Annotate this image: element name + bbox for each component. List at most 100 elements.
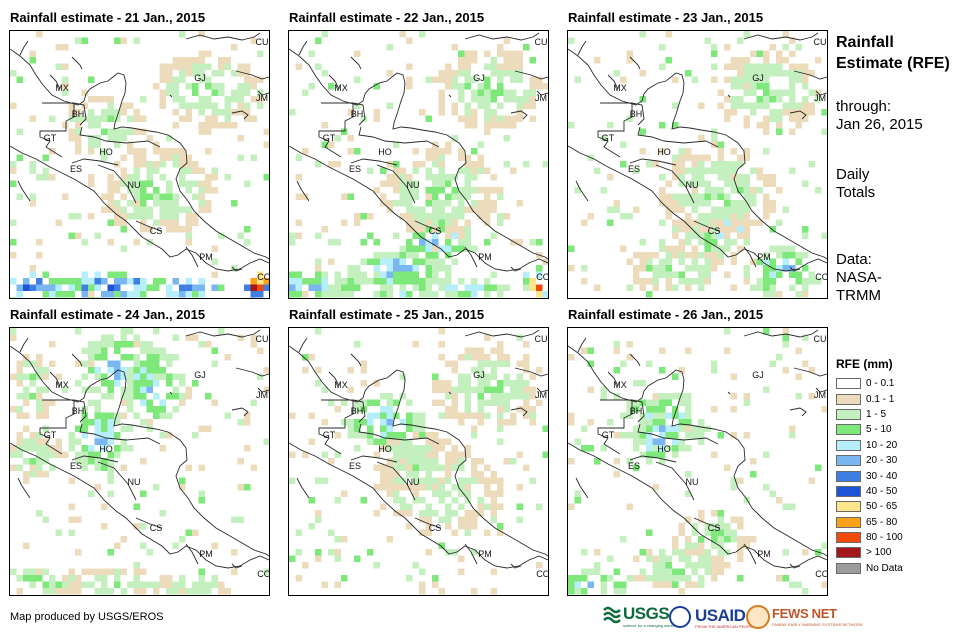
rain-cell [393,497,400,504]
rain-cell [730,83,737,90]
rain-cell [334,581,341,588]
rain-cell [295,174,302,181]
rain-cell [484,490,491,497]
rain-cell [484,278,491,285]
rain-cell [133,380,140,387]
rain-cell [484,284,491,291]
rain-cell [185,239,192,246]
rain-cell [497,477,504,484]
rain-cell [16,588,23,595]
rain-cell [81,284,88,291]
rain-cell [120,328,127,335]
rain-cell [94,115,101,122]
border-line [135,220,163,232]
rain-cell [412,425,419,432]
rain-cell [250,284,257,291]
rain-cell [691,187,698,194]
rain-cell [16,154,23,161]
rain-cell [464,497,471,504]
rain-cell [516,102,523,109]
rain-cell [756,174,763,181]
border-line [607,74,619,90]
rain-cell [665,425,672,432]
rain-cell [432,477,439,484]
rain-cell [16,438,23,445]
rain-cell [678,523,685,530]
rain-cell [107,412,114,419]
rain-cell [179,588,186,595]
rain-cell [574,575,581,582]
rain-cell [88,284,95,291]
rain-cell [185,187,192,194]
rain-cell [471,89,478,96]
rain-cell [120,193,127,200]
rain-cell [133,278,140,285]
rain-cell [42,445,49,452]
rain-cell [386,393,393,400]
border-line [350,455,398,463]
rain-cell [802,284,809,291]
rain-cell [620,141,627,148]
rain-cell [432,206,439,213]
rain-cell [652,438,659,445]
rain-cell [406,510,413,517]
rain-cell [484,291,491,298]
rain-cell [698,425,705,432]
rain-cell [354,341,361,348]
rain-cell [510,70,517,77]
rain-cell [425,148,432,155]
rain-cell [464,373,471,380]
legend-item: 0 - 0.1 [836,376,903,391]
rain-cell [367,399,374,406]
rain-cell [412,206,419,213]
rain-cell [179,206,186,213]
rain-cell [55,438,62,445]
rain-cell [685,555,692,562]
country-label-mx: MX [55,380,69,390]
rain-cell [451,360,458,367]
rain-cell [198,122,205,129]
border-line [631,399,645,423]
rain-cell [101,393,108,400]
rain-cell [808,161,815,168]
rain-cell [743,265,750,272]
rain-cell [127,180,134,187]
rain-cell [386,471,393,478]
rain-cell [652,555,659,562]
border-line [597,102,633,158]
rain-cell [484,360,491,367]
rain-cell [133,412,140,419]
rain-cell [523,367,530,374]
rain-cell [685,226,692,233]
rain-cell [789,70,796,77]
rain-cell [23,360,30,367]
rain-cell [120,536,127,543]
rain-cell [308,354,315,361]
border-line [298,40,308,56]
rain-cell [23,575,30,582]
rain-cell [639,239,646,246]
rain-cell [140,161,147,168]
rain-cell [639,412,646,419]
rain-cell [23,278,30,285]
rain-cell [68,284,75,291]
rain-cell [743,174,750,181]
rain-cell [698,135,705,142]
rain-cell [445,393,452,400]
rain-cell [789,245,796,252]
rain-cell [717,167,724,174]
country-borders [289,329,548,569]
rain-cell [802,278,809,285]
country-label-pm: PM [757,252,771,262]
rain-cell [386,297,393,298]
rain-cell [328,239,335,246]
country-label-es: ES [349,164,361,174]
country-label-pm: PM [199,549,213,559]
border-line [655,164,695,204]
rain-cell [445,271,452,278]
rain-cell [769,89,776,96]
rain-cell [477,510,484,517]
rain-cell [523,284,530,291]
rain-cell [802,232,809,239]
rain-cell [380,167,387,174]
